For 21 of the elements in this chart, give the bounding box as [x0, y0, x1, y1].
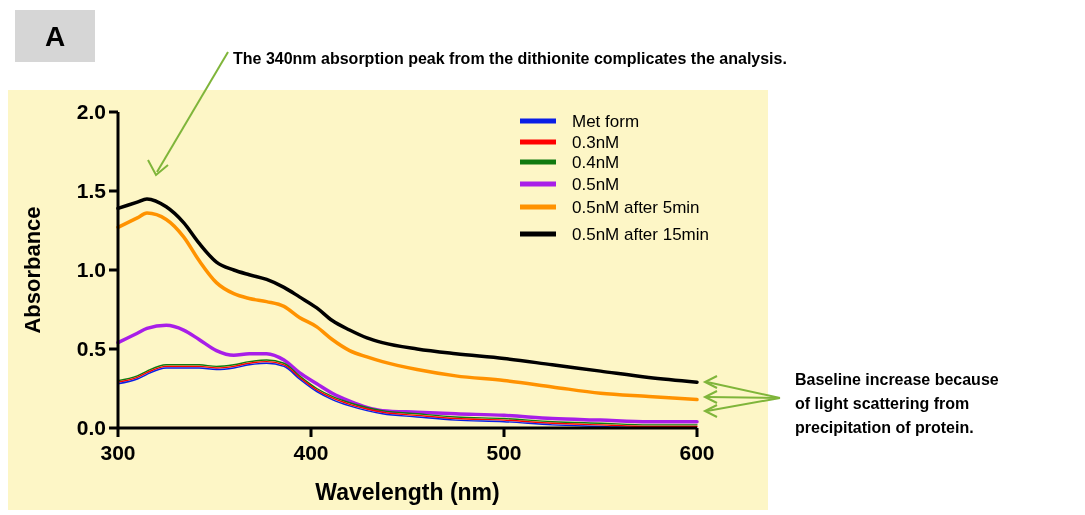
- legend-label: 0.4nM: [572, 153, 620, 172]
- legend-label: 0.3nM: [572, 133, 620, 152]
- text: The 340nm absorption peak from the dithionite complicates the analysis.: [233, 50, 787, 67]
- x-tick-label: 400: [293, 441, 329, 464]
- y-tick-label: 0.5: [76, 337, 107, 360]
- y-tick-label: 0.0: [76, 416, 106, 439]
- y-tick-label: 1.0: [76, 258, 106, 281]
- line-series: [116, 323, 699, 424]
- x-tick-label: 500: [486, 441, 522, 464]
- x-tick-label: 300: [100, 441, 136, 464]
- legend-label: 0.5nM after 5min: [572, 198, 700, 217]
- x-axis-title: Wavelength (nm): [315, 479, 500, 505]
- chart-title: A: [44, 21, 66, 52]
- y-tick-label: 2.0: [76, 100, 106, 123]
- legend-label: 0.5nM: [572, 175, 620, 194]
- text: Baseline increase because of light scattering from precipitation of protein.: [795, 371, 999, 436]
- legend-label: 0.5nM after 15min: [572, 225, 710, 244]
- y-tick-label: 1.5: [76, 179, 107, 202]
- x-tick-label: 600: [679, 441, 715, 464]
- legend-label: Met form: [572, 112, 640, 131]
- y-axis-title: Absorbance: [20, 206, 45, 334]
